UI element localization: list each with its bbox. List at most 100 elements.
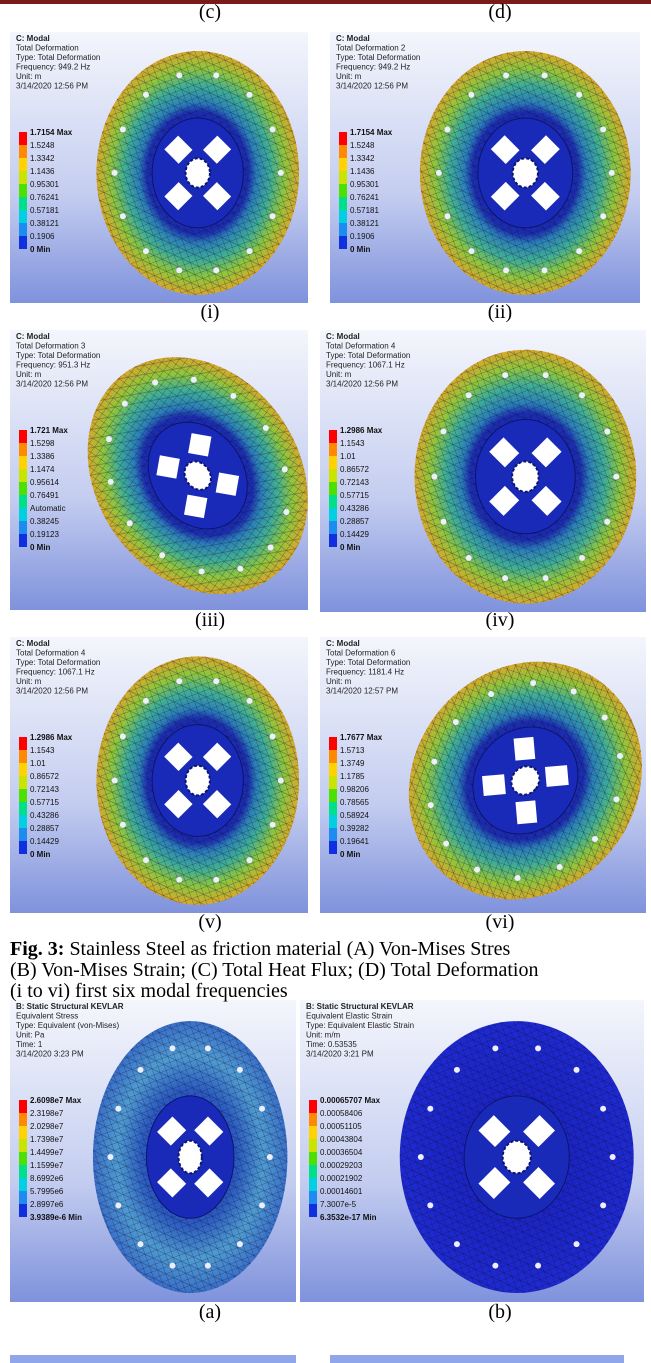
- legend-label: 0.78565: [340, 798, 369, 807]
- result-header: Total Deformation 4: [326, 342, 396, 351]
- legend-label: 0 Min: [30, 543, 51, 552]
- rivet-hole: [468, 248, 474, 254]
- sub-label: (iv): [486, 609, 515, 631]
- legend-label: 1.1599e7: [30, 1161, 64, 1170]
- rivet-hole: [418, 1154, 424, 1160]
- legend-label: 0.1906: [350, 232, 375, 241]
- result-panel: B: Static Structural KEVLAREquivalent El…: [300, 1000, 644, 1302]
- legend-label: 1.1436: [350, 167, 375, 176]
- legend-swatch: [19, 430, 27, 443]
- legend-label: 1.5248: [350, 141, 375, 150]
- next-image-edge: [330, 1355, 624, 1363]
- legend-swatch: [19, 1100, 27, 1113]
- rivet-hole: [237, 1067, 243, 1073]
- result-header: C: Modal: [326, 332, 360, 341]
- legend-label: 0.76241: [30, 193, 59, 202]
- result-header: 3/14/2020 12:56 PM: [326, 380, 398, 389]
- rivet-hole: [444, 213, 450, 219]
- legend-label: 0.00036504: [320, 1148, 363, 1157]
- legend-swatch: [309, 1152, 317, 1165]
- legend-label: 1.01: [340, 452, 356, 461]
- legend-label: 0.19641: [340, 837, 369, 846]
- legend-swatch: [329, 828, 337, 841]
- spline-bore: [513, 158, 538, 187]
- hub-cutout: [515, 800, 537, 824]
- result-header: Unit: m/m: [306, 1031, 341, 1040]
- legend-swatch: [309, 1100, 317, 1113]
- disk: [400, 1021, 634, 1293]
- rivet-hole: [503, 267, 509, 273]
- result-header: Unit: m: [16, 72, 42, 81]
- rivet-hole: [120, 127, 126, 133]
- sub-label: (b): [488, 1301, 511, 1323]
- legend-swatch: [329, 815, 337, 828]
- legend-swatch: [19, 210, 27, 223]
- legend-label: 0.38121: [30, 219, 59, 228]
- result-header: Equivalent Elastic Strain: [306, 1012, 392, 1021]
- rivet-hole: [535, 1263, 541, 1269]
- rivet-hole: [176, 72, 182, 78]
- legend-label: 0.1906: [30, 232, 55, 241]
- legend-swatch: [339, 184, 347, 197]
- legend-label: 0.57715: [30, 798, 59, 807]
- legend-label: 0.14429: [340, 530, 369, 539]
- legend-label: 0.57715: [340, 491, 369, 500]
- result-panel: C: ModalTotal Deformation 2Type: Total D…: [330, 32, 640, 303]
- hub-cutout: [545, 765, 569, 787]
- hub-cutout: [184, 495, 207, 518]
- rivet-hole: [115, 1106, 121, 1112]
- sub-label: (i): [201, 301, 220, 323]
- result-header: Unit: m: [326, 677, 352, 686]
- legend-swatch: [329, 495, 337, 508]
- legend-swatch: [309, 1204, 317, 1217]
- rivet-hole: [466, 392, 472, 398]
- legend-swatch: [309, 1113, 317, 1126]
- result-header: C: Modal: [16, 34, 50, 43]
- spline-bore: [512, 461, 539, 491]
- legend-label: 0.76241: [350, 193, 379, 202]
- result-header: Total Deformation 4: [16, 649, 86, 658]
- result-header: Frequency: 1067.1 Hz: [16, 668, 95, 677]
- legend-label: 6.3532e-17 Min: [320, 1213, 377, 1222]
- caption-text: Stainless Steel as friction material (A)…: [64, 938, 510, 960]
- hub-cutout: [188, 433, 211, 456]
- caption-line: (B) Von-Mises Strain; (C) Total Heat Flu…: [10, 959, 538, 981]
- result-header: 3/14/2020 12:56 PM: [336, 82, 408, 91]
- result-header: 3/14/2020 3:23 PM: [16, 1050, 84, 1059]
- legend-label: 0.95301: [350, 180, 379, 189]
- rivet-hole: [492, 1263, 498, 1269]
- rivet-hole: [107, 1154, 113, 1160]
- rivet-hole: [600, 1202, 606, 1208]
- rivet-hole: [579, 392, 585, 398]
- disk: [420, 51, 631, 295]
- legend-swatch: [19, 815, 27, 828]
- legend-swatch: [329, 469, 337, 482]
- rivet-hole: [574, 1067, 580, 1073]
- rivet-hole: [143, 698, 149, 704]
- rivet-hole: [613, 474, 619, 480]
- rivet-hole: [600, 1106, 606, 1112]
- result-header: Type: Total Deformation: [16, 53, 100, 62]
- rivet-hole: [270, 213, 276, 219]
- sub-label: (d): [488, 1, 511, 23]
- rivet-hole: [247, 248, 253, 254]
- legend-swatch: [329, 456, 337, 469]
- rivet-hole: [454, 1067, 460, 1073]
- result-header: 3/14/2020 12:57 PM: [326, 687, 398, 696]
- rivet-hole: [143, 857, 149, 863]
- legend-swatch: [19, 1113, 27, 1126]
- disk: [415, 350, 637, 604]
- next-image-edge: [10, 1355, 296, 1363]
- legend-label: 0.28857: [30, 824, 59, 833]
- legend-label: 1.2986 Max: [340, 426, 383, 435]
- legend-swatch: [339, 145, 347, 158]
- result-header: Type: Equivalent (von-Mises): [16, 1021, 119, 1030]
- legend-swatch: [329, 534, 337, 547]
- legend-label: 8.6992e6: [30, 1174, 64, 1183]
- legend-label: 1.1474: [30, 465, 55, 474]
- result-panel: C: ModalTotal Deformation 3Type: Total D…: [10, 314, 353, 637]
- legend-swatch: [329, 521, 337, 534]
- legend-label: 0.98206: [340, 785, 369, 794]
- rivet-hole: [466, 555, 472, 561]
- legend-swatch: [19, 789, 27, 802]
